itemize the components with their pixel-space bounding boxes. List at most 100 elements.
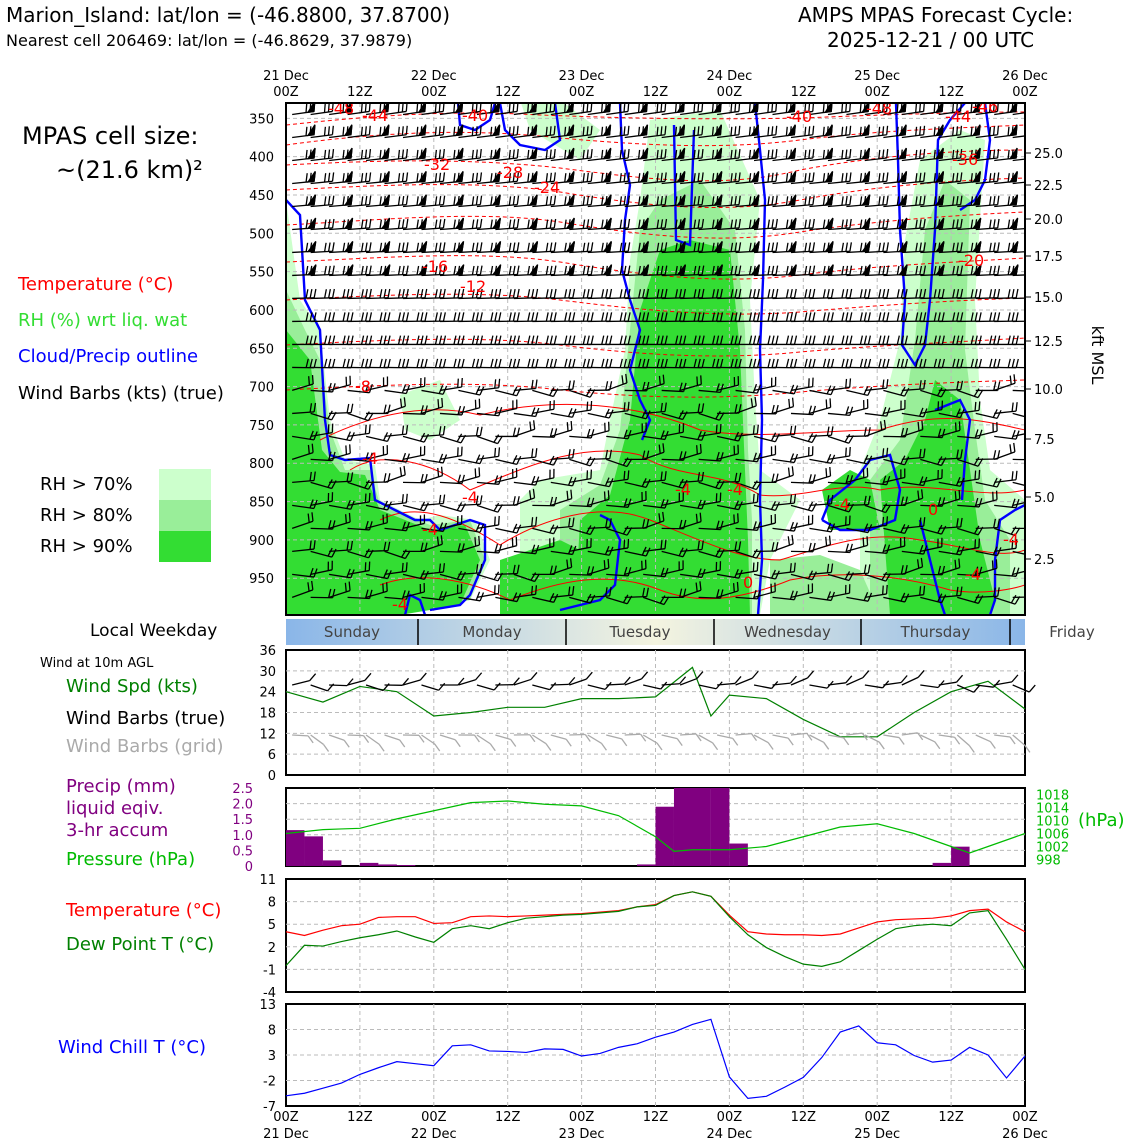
- xs-wind-barb: [402, 445, 426, 461]
- xs-wind-barb: [975, 125, 1000, 139]
- xs-wind-barb: [1012, 135, 1025, 139]
- xs-wind-barb: [458, 426, 483, 438]
- xs-wind-barb: [569, 265, 594, 277]
- xs-wind-barb: [366, 541, 391, 553]
- xs-wind-barb: [661, 124, 686, 139]
- precip-tick-label: 2.5: [232, 782, 253, 797]
- xs-wind-barb: [790, 195, 815, 208]
- xs-wind-barb: [994, 264, 1019, 277]
- xs-wind-barb: [754, 312, 779, 323]
- xs-wind-barb: [901, 335, 927, 346]
- y-tick-label: 3: [268, 1049, 276, 1064]
- xs-wind-barb: [402, 171, 427, 185]
- xs-wind-barb: [606, 470, 630, 484]
- xs-wind-barb: [439, 264, 465, 277]
- legend-cloud: Cloud/Precip outline: [18, 346, 199, 367]
- xs-wind-barb: [938, 149, 963, 162]
- top-hour-label: 00Z: [569, 85, 595, 100]
- xs-wind-barb: [550, 420, 573, 438]
- xs-wind-barb: [920, 400, 944, 415]
- xs-wind-barb: [310, 312, 336, 323]
- xs-wind-barb: [717, 195, 741, 208]
- xs-wind-barb: [938, 265, 964, 277]
- xs-wind-barb: [864, 379, 889, 392]
- xs-wind-barb: [661, 560, 684, 576]
- xs-wind-barb: [735, 124, 759, 139]
- xs-wind-barb: [384, 265, 409, 277]
- xs-wind-barb: [587, 449, 613, 461]
- xs-wind-barb: [975, 518, 1001, 530]
- precip-bar: [304, 836, 323, 866]
- xs-wind-barb: [439, 446, 463, 461]
- xs-wind-barb: [901, 379, 926, 392]
- xs-wind-barb: [680, 471, 705, 484]
- xs-wind-barb: [643, 335, 668, 346]
- xs-wind-barb: [550, 147, 575, 162]
- xs-wind-barb: [680, 218, 705, 231]
- bottom-date-label: 26 Dec: [1002, 1127, 1048, 1140]
- xs-wind-barb: [513, 240, 539, 254]
- xs-wind-barb: [328, 581, 351, 598]
- xs-wind-barb: [1012, 320, 1025, 323]
- xs-wind-barb: [994, 402, 1018, 415]
- xs-wind-barb: [846, 288, 871, 300]
- xs-wind-barb: [957, 358, 982, 369]
- grid-barb: [772, 734, 794, 746]
- xs-wind-barb: [606, 538, 630, 553]
- xs-wind-barb: [883, 147, 907, 162]
- xs-wind-barb: [901, 585, 926, 599]
- xs-wind-barb: [458, 335, 484, 346]
- xs-wind-barb: [587, 558, 610, 575]
- pressure-tick-label: 400: [249, 151, 274, 166]
- pressure-tick-label: 998: [1036, 854, 1061, 869]
- y-tick-label: 13: [259, 998, 276, 1013]
- xs-wind-barb: [643, 265, 668, 277]
- tlabel-m8: -8: [355, 377, 371, 396]
- xs-wind-barb: [310, 382, 336, 393]
- xs-wind-barb: [587, 312, 613, 323]
- xs-wind-barb: [643, 125, 667, 139]
- tlabel-m20: -20: [958, 251, 984, 270]
- grid-barb: [809, 734, 830, 750]
- precip-pressure-panel: 00.51.01.52.02.5 99810021006101010141018…: [232, 782, 1124, 875]
- y-tick-label: -7: [263, 1100, 276, 1115]
- xs-wind-barb: [883, 399, 906, 415]
- tlabel-m4g: -4: [392, 595, 408, 614]
- xs-wind-barb: [864, 125, 889, 139]
- xs-wind-barb: [513, 264, 539, 277]
- xs-wind-barb: [384, 312, 410, 323]
- kft-axis: 25.0 22.5 20.0 17.5 15.0 12.5 10.0 7.5 5.0 2.5: [1025, 147, 1063, 568]
- grid-barb: [587, 734, 607, 751]
- grid-barb: [975, 734, 996, 749]
- xs-wind-barb: [495, 125, 519, 139]
- xs-wind-barb: [384, 172, 409, 185]
- xs-wind-barb: [754, 265, 779, 277]
- xs-wind-barb: [920, 217, 945, 231]
- xs-wind-barb: [532, 149, 556, 162]
- xs-wind-barb: [809, 217, 834, 231]
- xs-wind-barb: [753, 376, 777, 392]
- dewpoint-line: [285, 891, 1026, 970]
- xs-wind-barb: [310, 358, 336, 369]
- xs-wind-barb: [772, 562, 796, 576]
- xs-wind-barb: [365, 445, 389, 461]
- grid-barb: [550, 734, 572, 747]
- xs-wind-barb: [476, 358, 502, 369]
- xs-wind-barb: [772, 288, 797, 300]
- xs-wind-barb: [661, 103, 685, 116]
- xs-wind-barb: [680, 288, 705, 300]
- hpa-unit-label: (hPa): [1078, 810, 1125, 831]
- xs-wind-barb: [809, 535, 832, 553]
- xs-wind-barb: [1012, 412, 1025, 418]
- kft-tick-label: 17.5: [1034, 250, 1063, 265]
- true-barb: [606, 676, 631, 686]
- xs-wind-barb: [994, 335, 1019, 346]
- xs-wind-barb: [1012, 389, 1025, 392]
- xs-wind-barb: [458, 242, 483, 254]
- xs-wind-barb: [513, 448, 538, 461]
- xs-wind-barb: [495, 172, 520, 185]
- xs-wind-barb: [1012, 181, 1025, 185]
- xs-wind-barb: [495, 536, 518, 553]
- grid-barb: [827, 734, 850, 746]
- xs-wind-barb: [661, 147, 686, 162]
